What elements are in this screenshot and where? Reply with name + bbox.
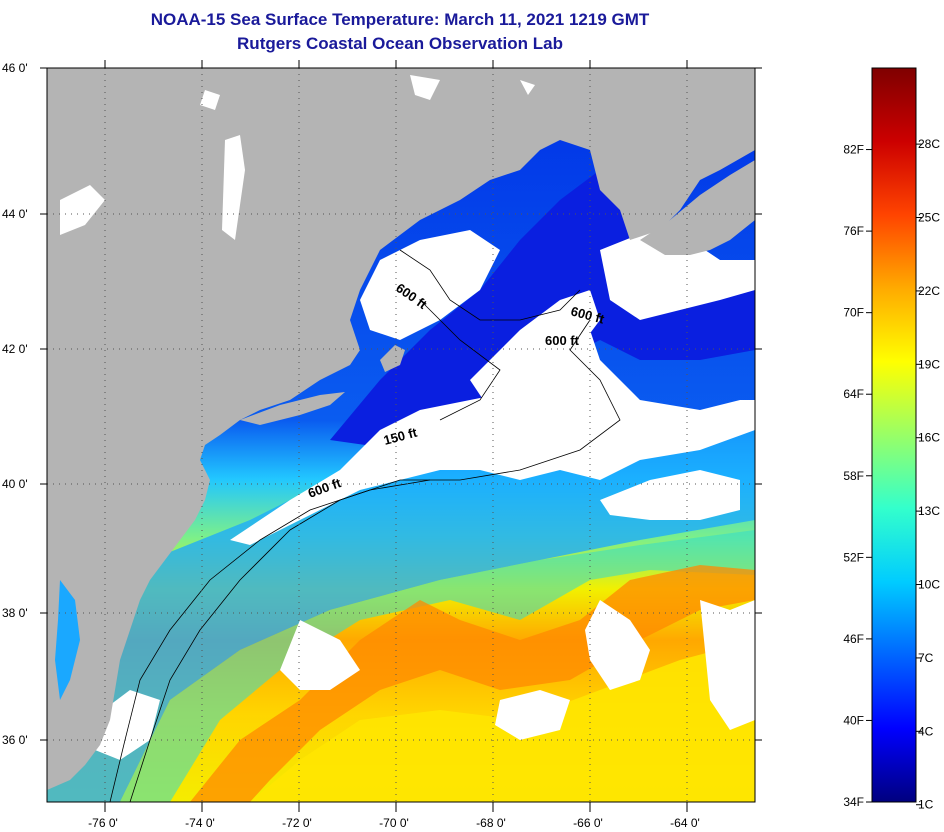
lon-label: -70 0' xyxy=(379,816,409,830)
map-subtitle: Rutgers Coastal Ocean Observation Lab xyxy=(237,34,563,53)
plot-area: 600 ft 600 ft 600 ft 150 ft 600 ft xyxy=(47,68,755,802)
colorbar-f-label: 46F xyxy=(843,632,864,646)
colorbar-c-label: 28C xyxy=(918,137,940,151)
colorbar-c-label: 13C xyxy=(918,504,940,518)
latitude-labels: 46 0' 44 0' 42 0' 40 0' 38 0' 36 0' xyxy=(2,61,28,747)
contour-label: 600 ft xyxy=(545,333,580,348)
plot-frame xyxy=(46,67,756,803)
colorbar-c-label: 22C xyxy=(918,284,940,298)
colorbar-f-label: 64F xyxy=(843,387,864,401)
lat-label: 36 0' xyxy=(2,733,28,747)
colorbar-fahrenheit-labels: 82F 76F 70F 64F 58F 52F 46F 40F 34F xyxy=(843,143,864,809)
map-title: NOAA-15 Sea Surface Temperature: March 1… xyxy=(150,10,650,29)
shelf-water-band xyxy=(47,430,755,802)
cloud-cover xyxy=(90,230,755,760)
colorbar-c-label: 1C xyxy=(918,798,934,812)
lon-label: -72 0' xyxy=(282,816,312,830)
colorbar-c-label: 19C xyxy=(918,357,940,371)
colorbar-celsius-labels: 28C 25C 22C 19C 16C 13C 10C 7C 4C 1C xyxy=(918,137,940,812)
lat-label: 44 0' xyxy=(2,207,28,221)
colorbar-f-label: 58F xyxy=(843,469,864,483)
colorbar-c-label: 25C xyxy=(918,211,940,225)
longitude-labels: -76 0' -74 0' -72 0' -70 0' -68 0' -66 0… xyxy=(88,816,700,830)
lat-label: 46 0' xyxy=(2,61,28,75)
lon-label: -76 0' xyxy=(88,816,118,830)
lon-label: -74 0' xyxy=(185,816,215,830)
lat-label: 40 0' xyxy=(2,477,28,491)
lon-label: -64 0' xyxy=(670,816,700,830)
colorbar-ticks xyxy=(866,143,922,806)
colorbar-f-label: 70F xyxy=(843,306,864,320)
colorbar-c-label: 7C xyxy=(918,651,934,665)
colorbar-c-label: 4C xyxy=(918,724,934,738)
colorbar-f-label: 34F xyxy=(843,795,864,809)
colorbar-f-label: 76F xyxy=(843,224,864,238)
colorbar xyxy=(871,67,917,803)
chesapeake-bay xyxy=(55,580,80,700)
colorbar-c-label: 10C xyxy=(918,578,940,592)
colorbar-f-label: 40F xyxy=(843,713,864,727)
axis-ticks xyxy=(40,60,762,812)
lon-label: -68 0' xyxy=(476,816,506,830)
lat-label: 38 0' xyxy=(2,606,28,620)
lat-label: 42 0' xyxy=(2,342,28,356)
colorbar-c-label: 16C xyxy=(918,431,940,445)
slope-water-band xyxy=(120,530,755,802)
colorbar-f-label: 52F xyxy=(843,550,864,564)
lon-label: -66 0' xyxy=(573,816,603,830)
land-mass xyxy=(47,68,755,790)
colorbar-f-label: 82F xyxy=(843,143,864,157)
bathymetry-contours xyxy=(109,249,621,802)
graticule xyxy=(47,68,755,802)
